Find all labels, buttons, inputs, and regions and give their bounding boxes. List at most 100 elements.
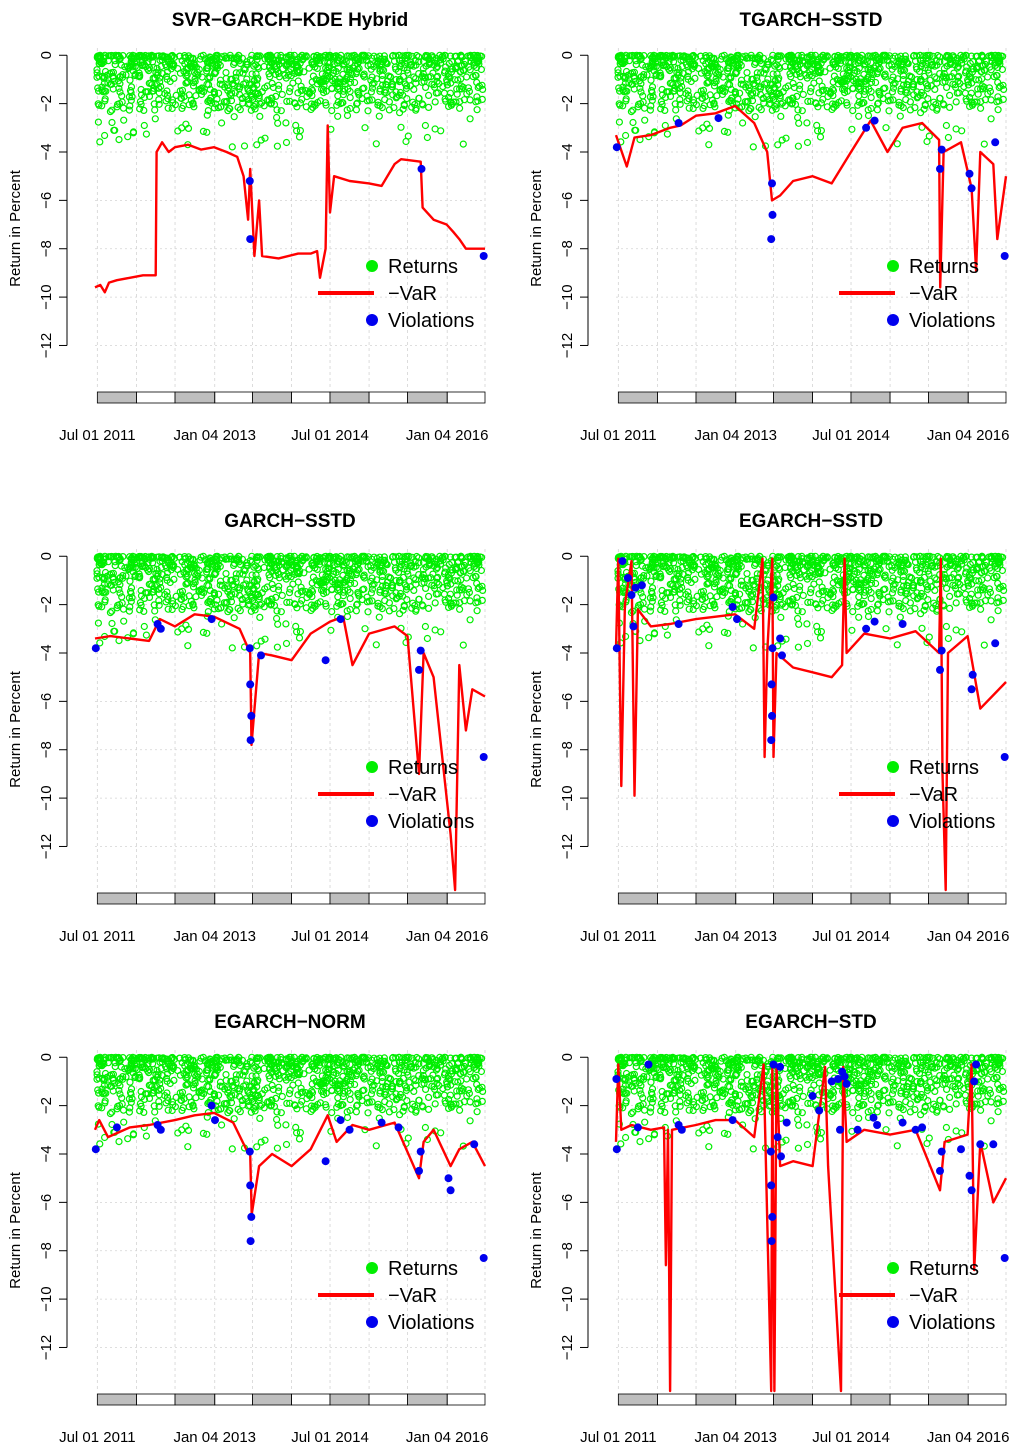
return-point	[305, 565, 313, 573]
y-tick-label: −10	[38, 1286, 55, 1311]
return-point	[770, 95, 778, 104]
return-point	[663, 130, 671, 138]
return-point	[860, 99, 868, 107]
time-band-outline	[656, 892, 697, 905]
return-point	[798, 107, 806, 115]
return-point	[374, 98, 382, 106]
return-point	[230, 54, 238, 63]
var-line	[94, 124, 485, 294]
return-point	[913, 52, 921, 60]
x-tick-label: Jan 04 2013	[173, 1429, 256, 1446]
return-point	[614, 69, 622, 77]
time-band	[773, 392, 813, 403]
return-point	[275, 56, 283, 64]
return-point	[614, 66, 622, 74]
y-tick-label: −2	[559, 596, 576, 613]
return-point	[743, 569, 751, 578]
return-point	[412, 104, 420, 113]
violation-point	[245, 644, 254, 653]
return-point	[663, 631, 671, 639]
return-point	[807, 97, 815, 105]
return-point	[403, 595, 411, 604]
return-point	[875, 87, 883, 96]
return-point	[891, 79, 899, 87]
return-point	[885, 107, 893, 115]
return-point	[456, 104, 464, 112]
legend-label: Returns	[388, 256, 458, 278]
return-point	[685, 104, 693, 112]
return-point	[929, 103, 937, 111]
return-point	[920, 72, 929, 81]
return-point	[389, 91, 397, 99]
return-point	[931, 85, 939, 94]
return-point	[354, 87, 362, 96]
return-point	[703, 69, 711, 77]
legend-violations-swatch	[887, 314, 899, 326]
return-point	[881, 73, 889, 81]
return-point	[926, 76, 934, 84]
return-point	[176, 87, 184, 95]
return-point	[364, 107, 372, 115]
return-point	[647, 76, 655, 84]
x-tick-label: Jul 01 2011	[580, 928, 656, 945]
return-point	[661, 106, 669, 115]
return-point	[643, 71, 651, 79]
return-point	[961, 69, 970, 77]
return-point	[855, 593, 863, 601]
x-tick-label: Jan 04 2016	[406, 928, 489, 945]
return-point	[302, 604, 310, 612]
return-point	[170, 74, 178, 83]
y-tick-label: −6	[559, 693, 576, 710]
return-point	[753, 69, 761, 77]
return-point	[194, 71, 202, 79]
return-point	[888, 88, 896, 96]
return-point	[191, 61, 199, 70]
return-point	[424, 73, 432, 81]
time-band-outline	[812, 391, 852, 404]
return-point	[731, 88, 739, 97]
return-point	[282, 138, 291, 147]
return-point	[939, 100, 947, 108]
return-point	[975, 76, 983, 84]
time-band	[330, 392, 370, 403]
x-tick-label: Jul 01 2014	[812, 427, 890, 444]
return-point	[843, 87, 851, 95]
return-point	[974, 90, 982, 98]
return-point	[897, 52, 905, 60]
return-point	[646, 106, 654, 114]
return-point	[364, 608, 372, 616]
return-point	[282, 54, 290, 62]
x-tick-label: Jan 04 2013	[173, 928, 256, 945]
return-point	[249, 95, 257, 104]
return-point	[761, 65, 769, 73]
return-point	[439, 52, 447, 60]
return-point	[879, 94, 887, 103]
return-point	[803, 138, 812, 147]
return-point	[987, 96, 995, 104]
return-point	[816, 133, 825, 141]
return-point	[94, 118, 103, 126]
violation-point	[246, 736, 255, 745]
return-point	[252, 70, 260, 78]
legend-violations-swatch	[887, 815, 899, 827]
return-point	[691, 74, 699, 83]
violation-point	[91, 644, 100, 653]
return-point	[295, 133, 304, 141]
return-point	[885, 608, 893, 616]
y-tick-label: −4	[38, 644, 55, 661]
return-point	[430, 61, 438, 69]
violation-point	[776, 634, 785, 643]
time-band-outline	[368, 892, 408, 905]
time-band-outline	[368, 391, 408, 404]
return-point	[867, 93, 875, 102]
return-point	[273, 1144, 281, 1152]
return-point	[254, 63, 262, 71]
return-point	[774, 141, 782, 149]
return-point	[749, 644, 757, 652]
return-point	[464, 84, 472, 92]
return-point	[964, 78, 972, 86]
return-point	[302, 103, 310, 111]
return-point	[806, 88, 815, 96]
return-point	[400, 100, 408, 109]
return-point	[415, 94, 423, 102]
